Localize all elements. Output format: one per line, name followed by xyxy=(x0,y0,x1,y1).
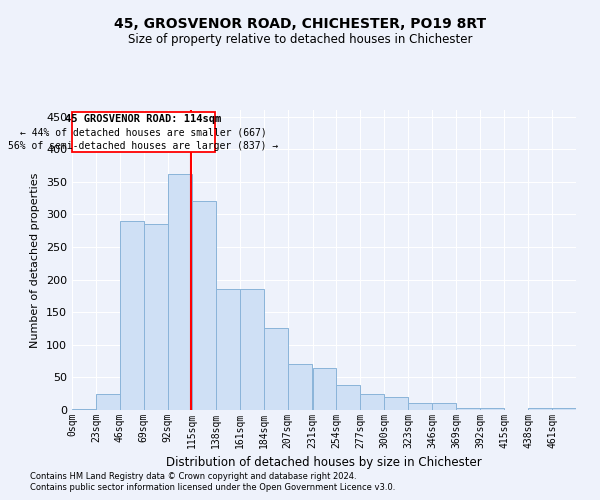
Bar xyxy=(216,290,239,410)
Text: 45, GROSVENOR ROAD, CHICHESTER, PO19 8RT: 45, GROSVENOR ROAD, CHICHESTER, PO19 8RT xyxy=(114,18,486,32)
Bar xyxy=(552,408,576,410)
Bar xyxy=(287,364,311,410)
Bar xyxy=(72,408,96,410)
Text: Contains HM Land Registry data © Crown copyright and database right 2024.: Contains HM Land Registry data © Crown c… xyxy=(30,472,356,481)
Bar xyxy=(480,408,504,410)
Text: ← 44% of detached houses are smaller (667): ← 44% of detached houses are smaller (66… xyxy=(20,127,267,137)
Text: Size of property relative to detached houses in Chichester: Size of property relative to detached ho… xyxy=(128,32,472,46)
FancyBboxPatch shape xyxy=(72,112,215,152)
Bar xyxy=(337,385,361,410)
Bar xyxy=(239,290,263,410)
Bar xyxy=(456,408,480,410)
Text: Contains public sector information licensed under the Open Government Licence v3: Contains public sector information licen… xyxy=(30,484,395,492)
Bar xyxy=(385,397,409,410)
Bar xyxy=(144,224,168,410)
Bar xyxy=(313,368,337,410)
Text: 45 GROSVENOR ROAD: 114sqm: 45 GROSVENOR ROAD: 114sqm xyxy=(65,114,221,124)
Bar xyxy=(263,328,287,410)
Bar xyxy=(528,408,552,410)
Bar xyxy=(409,404,432,410)
Bar xyxy=(192,202,216,410)
Bar xyxy=(361,394,385,410)
Bar xyxy=(168,174,192,410)
Bar xyxy=(96,394,120,410)
X-axis label: Distribution of detached houses by size in Chichester: Distribution of detached houses by size … xyxy=(166,456,482,469)
Bar xyxy=(432,404,456,410)
Text: 56% of semi-detached houses are larger (837) →: 56% of semi-detached houses are larger (… xyxy=(8,140,278,150)
Y-axis label: Number of detached properties: Number of detached properties xyxy=(31,172,40,348)
Bar xyxy=(120,221,144,410)
